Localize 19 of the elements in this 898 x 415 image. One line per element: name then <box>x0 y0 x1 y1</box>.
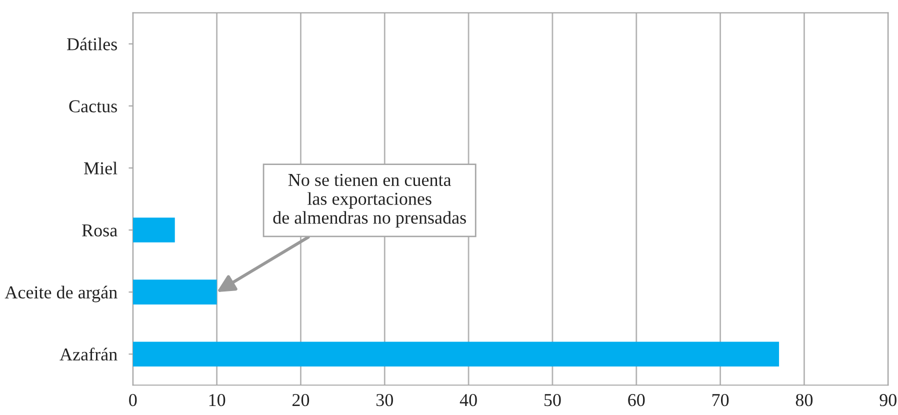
y-tick-label: Aceite de argán <box>4 286 118 302</box>
y-tick-label: Dátiles <box>67 38 117 50</box>
x-tick-label: 0 <box>129 394 137 406</box>
x-tick-label: 50 <box>544 394 561 406</box>
x-tick-label: 20 <box>292 394 310 406</box>
x-tick-label: 90 <box>880 394 896 406</box>
y-tick-label: Cactus <box>69 100 117 112</box>
y-tick-label: Azafrán <box>60 348 118 361</box>
x-tick-label: 10 <box>209 394 226 406</box>
y-tick-label: Rosa <box>82 224 118 236</box>
annotation: No se tienen en cuenta las exportaciones de almendras no prensadas <box>273 174 466 228</box>
x-tick-label: 60 <box>628 394 645 406</box>
bar <box>132 342 780 367</box>
x-tick-label: 70 <box>712 394 729 406</box>
x-tick-label: 80 <box>796 394 813 406</box>
bar <box>132 218 175 242</box>
x-tick-label: 30 <box>376 394 393 406</box>
x-tick-label: 40 <box>460 394 477 406</box>
y-tick-label: Miel <box>84 162 118 174</box>
